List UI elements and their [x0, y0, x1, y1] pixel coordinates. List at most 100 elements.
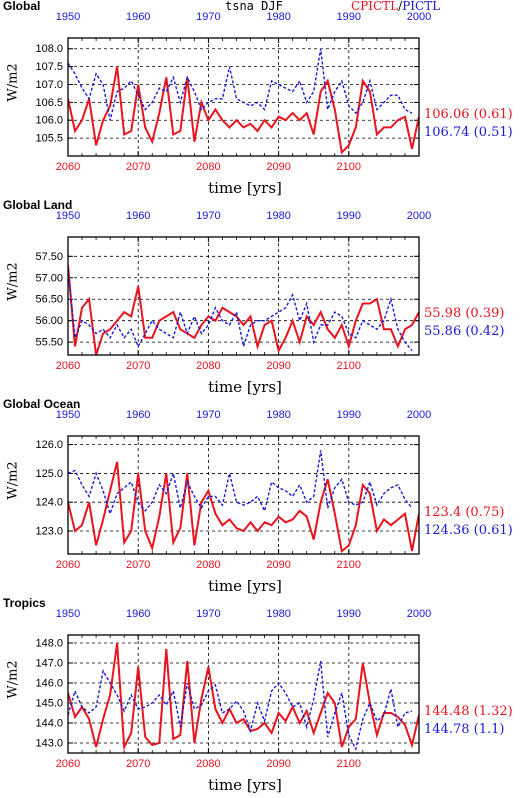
chart-svg: 55.50 56.00 56.50 57.00 57.50 2060 2070 2080 209… — [35, 210, 431, 372]
x-top-tick-label: 1990 — [337, 11, 361, 23]
x-top-tick-label: 1970 — [196, 11, 220, 23]
panel-title: Global — [3, 0, 41, 13]
x-bottom-tick-label: 2100 — [337, 360, 361, 372]
y-axis-label: W/m2 — [0, 251, 28, 311]
series-line-cpictl — [68, 461, 419, 553]
stat-cpictl: 55.98 (0.39) — [424, 306, 505, 321]
x-bottom-tick-label: 2080 — [196, 161, 220, 173]
series-line-cpictl — [68, 642, 419, 751]
y-tick-label: 56.50 — [35, 294, 63, 306]
legend-title: CPICTL/PICTL — [351, 0, 440, 13]
x-bottom-tick-label: 2060 — [56, 559, 80, 571]
x-top-tick-label: 2000 — [407, 210, 431, 222]
y-tick-label: 148.0 — [35, 638, 63, 650]
stat-pictl: 124.36 (0.61) — [424, 523, 513, 538]
stat-cpictl: 144.48 (1.32) — [424, 704, 513, 719]
y-axis-label: W/m2 — [0, 52, 28, 112]
x-axis-label: time [yrs] — [208, 378, 282, 396]
panel-title: Global Ocean — [3, 397, 81, 411]
figure-title: tsna DJF — [225, 0, 283, 13]
x-top-tick-label: 1970 — [196, 409, 220, 421]
x-bottom-tick-label: 2060 — [56, 758, 80, 770]
series-line-pictl — [68, 48, 413, 121]
x-top-tick-label: 1960 — [126, 608, 150, 620]
x-top-tick-label: 1950 — [56, 210, 80, 222]
chart-svg: 123.0 124.0 125.0 126.0 2060 2070 2080 2090 2100… — [35, 409, 431, 571]
y-tick-label: 106.0 — [35, 115, 63, 127]
plot-frame — [67, 634, 420, 754]
y-tick-label: 107.5 — [35, 61, 63, 73]
stat-cpictl: 123.4 (0.75) — [424, 505, 505, 520]
y-axis-label-text: W/m2 — [5, 460, 21, 500]
y-axis-label-text: W/m2 — [5, 261, 21, 301]
y-tick-label: 125.0 — [35, 468, 63, 480]
y-tick-label: 126.0 — [35, 439, 63, 451]
y-tick-label: 124.0 — [35, 497, 63, 509]
panel-title: Tropics — [3, 596, 46, 610]
x-top-tick-label: 1960 — [126, 11, 150, 23]
y-tick-label: 123.0 — [35, 525, 63, 537]
y-tick-label: 143.0 — [35, 738, 63, 750]
x-top-tick-label: 1950 — [56, 11, 80, 23]
x-bottom-tick-label: 2070 — [126, 161, 150, 173]
x-bottom-tick-label: 2060 — [56, 161, 80, 173]
y-axis-label: W/m2 — [0, 649, 28, 709]
y-tick-label: 56.00 — [35, 315, 63, 327]
x-bottom-tick-label: 2070 — [126, 758, 150, 770]
stat-pictl: 55.86 (0.42) — [424, 324, 505, 339]
x-top-tick-label: 1990 — [337, 210, 361, 222]
x-top-tick-label: 1980 — [266, 409, 290, 421]
plot-frame — [67, 37, 420, 157]
y-tick-label: 106.5 — [35, 97, 63, 109]
chart-panel: 105.5 106.0 106.5 107.0 107.5 108.0 2060 2070 20… — [0, 0, 522, 199]
x-top-tick-label: 1950 — [56, 409, 80, 421]
y-tick-label: 55.50 — [35, 337, 63, 349]
y-tick-label: 147.0 — [35, 658, 63, 670]
y-tick-label: 108.0 — [35, 43, 63, 55]
y-tick-label: 145.0 — [35, 698, 63, 710]
x-axis-label: time [yrs] — [208, 577, 282, 595]
chart-panel: 123.0 124.0 125.0 126.0 2060 2070 2080 2090 2100… — [0, 397, 522, 597]
y-tick-label: 144.0 — [35, 718, 63, 730]
x-top-tick-label: 1960 — [126, 210, 150, 222]
stat-cpictl: 106.06 (0.61) — [424, 107, 513, 122]
panel-title: Global Land — [3, 198, 73, 212]
x-bottom-tick-label: 2080 — [196, 758, 220, 770]
plot-frame — [67, 435, 420, 555]
x-bottom-tick-label: 2080 — [196, 559, 220, 571]
y-tick-label: 105.5 — [35, 133, 63, 145]
y-tick-label: 107.0 — [35, 79, 63, 91]
x-top-tick-label: 1980 — [266, 11, 290, 23]
x-top-tick-label: 1970 — [196, 210, 220, 222]
x-top-tick-label: 1970 — [196, 608, 220, 620]
stat-pictl: 144.78 (1.1) — [424, 722, 505, 737]
x-top-tick-label: 1990 — [337, 608, 361, 620]
stat-pictl: 106.74 (0.51) — [424, 125, 513, 140]
series-line-cpictl — [68, 264, 419, 355]
legend-cpictl: CPICTL — [351, 0, 399, 13]
x-bottom-tick-label: 2090 — [266, 360, 290, 372]
y-tick-label: 146.0 — [35, 678, 63, 690]
y-tick-label: 57.00 — [35, 272, 63, 284]
x-bottom-tick-label: 2070 — [126, 360, 150, 372]
x-bottom-tick-label: 2090 — [266, 559, 290, 571]
x-top-tick-label: 1990 — [337, 409, 361, 421]
y-tick-label: 57.50 — [35, 251, 63, 263]
x-bottom-tick-label: 2100 — [337, 161, 361, 173]
x-axis-label: time [yrs] — [208, 776, 282, 794]
legend-separator: / — [398, 0, 403, 13]
y-axis-label: W/m2 — [0, 450, 28, 510]
x-bottom-tick-label: 2100 — [337, 559, 361, 571]
x-top-tick-label: 1950 — [56, 608, 80, 620]
chart-svg: 105.5 106.0 106.5 107.0 107.5 108.0 2060 2070 20… — [35, 11, 431, 173]
y-axis-label-text: W/m2 — [5, 62, 21, 102]
x-top-tick-label: 1960 — [126, 409, 150, 421]
chart-panel: 143.0 144.0 145.0 146.0 147.0 148.0 2060 2070 20… — [0, 596, 522, 796]
x-top-tick-label: 2000 — [407, 608, 431, 620]
x-bottom-tick-label: 2070 — [126, 559, 150, 571]
x-bottom-tick-label: 2100 — [337, 758, 361, 770]
plot-frame — [67, 236, 420, 356]
legend-pictl: PICTL — [402, 0, 441, 13]
x-top-tick-label: 2000 — [407, 11, 431, 23]
